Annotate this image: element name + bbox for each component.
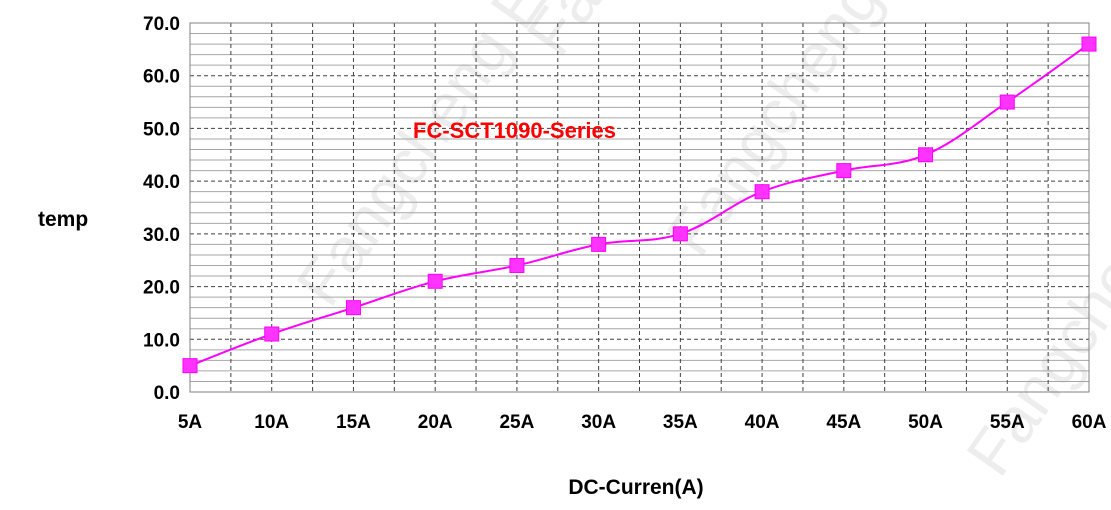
data-point-marker bbox=[836, 163, 852, 179]
data-point-marker bbox=[427, 273, 443, 289]
y-axis-ticks: 0.0 10.0 20.0 30.0 40.0 50.0 60.0 70.0 bbox=[143, 14, 180, 404]
data-point-marker bbox=[754, 184, 770, 200]
y-tick-label: 50.0 bbox=[143, 119, 180, 140]
data-point-marker bbox=[509, 257, 525, 273]
plot-border bbox=[189, 22, 1090, 393]
y-tick-label: 10.0 bbox=[143, 330, 180, 351]
x-tick-label: 30A bbox=[581, 412, 616, 433]
x-tick-label: 15A bbox=[336, 412, 371, 433]
series-layer bbox=[182, 36, 1097, 374]
y-tick-label: 20.0 bbox=[143, 278, 180, 299]
plot-frame bbox=[189, 22, 1090, 393]
data-point-marker bbox=[264, 326, 280, 342]
x-axis-title: DC-Curren(A) bbox=[568, 476, 703, 499]
data-point-marker bbox=[182, 358, 198, 374]
data-point-marker bbox=[591, 236, 607, 252]
x-tick-label: 45A bbox=[826, 412, 861, 433]
y-axis-title: temp bbox=[38, 208, 88, 231]
y-tick-label: 30.0 bbox=[143, 225, 180, 246]
x-tick-label: 25A bbox=[499, 412, 534, 433]
x-tick-label: 55A bbox=[990, 412, 1025, 433]
x-tick-label: 10A bbox=[254, 412, 289, 433]
data-point-marker bbox=[999, 94, 1015, 110]
x-tick-label: 40A bbox=[745, 412, 780, 433]
y-tick-label: 0.0 bbox=[154, 383, 180, 404]
y-tick-label: 60.0 bbox=[143, 67, 180, 88]
x-tick-label: 5A bbox=[178, 412, 203, 433]
data-point-marker bbox=[918, 147, 934, 163]
x-tick-label: 50A bbox=[908, 412, 943, 433]
data-point-marker bbox=[672, 226, 688, 242]
data-point-marker bbox=[1081, 36, 1097, 52]
y-tick-label: 70.0 bbox=[143, 14, 180, 35]
x-axis-ticks: 5A 10A 15A 20A 25A 30A 35A 40A 45A 50A 55A 60A bbox=[178, 412, 1107, 433]
data-point-marker bbox=[345, 300, 361, 316]
x-tick-label: 20A bbox=[418, 412, 453, 433]
x-tick-label: 35A bbox=[663, 412, 698, 433]
y-tick-label: 40.0 bbox=[143, 172, 180, 193]
x-tick-label: 60A bbox=[1072, 412, 1107, 433]
chart-grid bbox=[189, 22, 1090, 393]
watermark-text: Fangcheng Electronic bbox=[652, 0, 1066, 268]
series-annotation: FC-SCT1090-Series bbox=[413, 118, 616, 143]
